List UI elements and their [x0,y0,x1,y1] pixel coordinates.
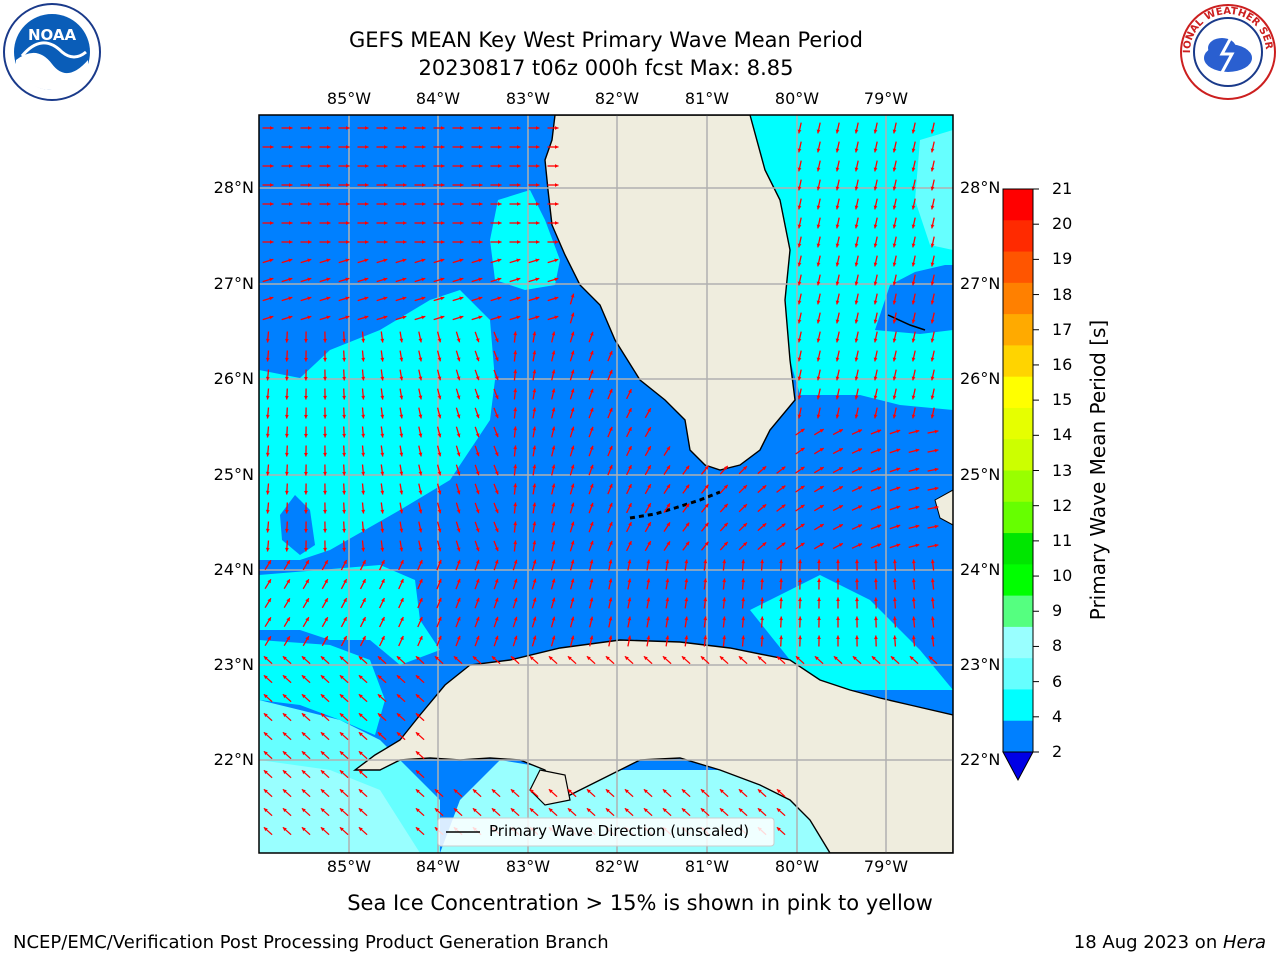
lon-tick-top: 85°W [326,89,372,108]
lat-tick-left: 25°N [213,465,254,484]
colorbar-band [1003,689,1033,722]
colorbar-tick-label: 4 [1052,706,1063,726]
colorbar-band [1003,189,1033,221]
lat-tick-right: 23°N [960,655,1001,674]
colorbar-band [1003,376,1033,409]
colorbar-band [1003,470,1033,503]
lon-tick-top: 80°W [774,89,820,108]
lon-tick-top: 82°W [594,89,640,108]
lat-tick-left: 28°N [213,178,254,197]
lat-tick-right: 26°N [960,369,1001,388]
colorbar-band [1003,720,1033,753]
colorbar-band [1003,251,1033,284]
lon-tick-bottom: 82°W [594,857,640,876]
lon-tick-bottom: 80°W [774,857,820,876]
colorbar-band [1003,501,1033,534]
noaa-logo: NOAA [2,2,102,102]
lon-tick-top: 79°W [863,89,909,108]
lat-tick-left: 24°N [213,560,254,579]
colorbar-tick-label: 16 [1052,354,1073,374]
ocean-4-6-shelf [490,190,560,290]
colorbar-band [1003,314,1033,346]
lat-tick-left: 23°N [213,655,254,674]
footer-date: 18 Aug 2023 on Hera [1073,932,1266,953]
colorbar-tick-label: 20 [1052,214,1073,234]
footer-branch: NCEP/EMC/Verification Post Processing Pr… [13,932,609,953]
ocean-4-6-west [259,290,495,560]
colorbar-band [1003,407,1033,440]
lon-tick-top: 81°W [684,89,730,108]
colorbar-tick-label: 19 [1052,249,1073,269]
sea-ice-note: Sea Ice Concentration > 15% is shown in … [347,891,933,915]
svg-text:NOAA: NOAA [28,26,77,44]
colorbar-tick-label: 17 [1052,319,1073,339]
map-legend-label: Primary Wave Direction (unscaled) [489,822,750,840]
colorbar-tick-label: 6 [1052,671,1063,691]
lat-tick-left: 27°N [213,274,254,293]
map-title-line1: GEFS MEAN Key West Primary Wave Mean Per… [349,28,863,52]
colorbar-tick-label: 11 [1052,530,1073,550]
colorbar-label: Primary Wave Mean Period [s] [1086,319,1110,621]
lon-tick-top: 84°W [415,89,461,108]
colorbar-tick-label: 10 [1052,566,1073,586]
wave-direction-arrows [262,122,939,836]
colorbar-band [1003,533,1033,565]
colorbar-band [1003,282,1033,315]
colorbar-tick-label: 12 [1052,495,1073,515]
colorbar-tick-label: 15 [1052,390,1073,410]
colorbar-band [1003,595,1033,628]
map-legend [437,817,775,847]
lon-tick-bottom: 84°W [415,857,461,876]
colorbar-tick-label: 8 [1052,636,1063,656]
colorbar-band [1003,345,1033,378]
colorbar-tick-label: 2 [1052,742,1063,761]
lat-tick-left: 26°N [213,369,254,388]
lat-tick-right: 27°N [960,274,1001,293]
colorbar-tick-label: 18 [1052,284,1073,304]
colorbar-tick-label: 21 [1052,179,1073,198]
lon-tick-bottom: 85°W [326,857,372,876]
colorbar-tick-label: 14 [1052,425,1073,445]
lon-tick-bottom: 81°W [684,857,730,876]
ocean-8-9-south [259,760,420,853]
colorbar [1002,188,1039,782]
map-gridlines [259,115,953,853]
colorbar-band [1003,220,1033,253]
lon-tick-bottom: 79°W [863,857,909,876]
ocean-4-6-cuba-north [750,575,953,700]
lon-tick-top: 83°W [505,89,551,108]
lat-tick-right: 28°N [960,178,1001,197]
nws-logo: NATIONAL WEATHER SERVICE [1174,0,1278,102]
colorbar-band [1003,439,1033,471]
colorbar-extend-arrow [1002,751,1034,782]
map-frame [258,114,954,854]
florida-landmass [544,115,796,471]
lat-tick-right: 24°N [960,560,1001,579]
lat-tick-right: 25°N [960,465,1001,484]
colorbar-band [1003,658,1033,690]
colorbar-tick-label: 13 [1052,460,1073,480]
colorbar-band [1003,626,1033,659]
colorbar-band [1003,564,1033,597]
colorbar-tick-label: 9 [1052,601,1063,621]
lon-tick-bottom: 83°W [505,857,551,876]
lat-tick-left: 22°N [213,750,254,769]
map-title-line2: 20230817 t06z 000h fcst Max: 8.85 [418,56,794,80]
lat-tick-right: 22°N [960,750,1001,769]
